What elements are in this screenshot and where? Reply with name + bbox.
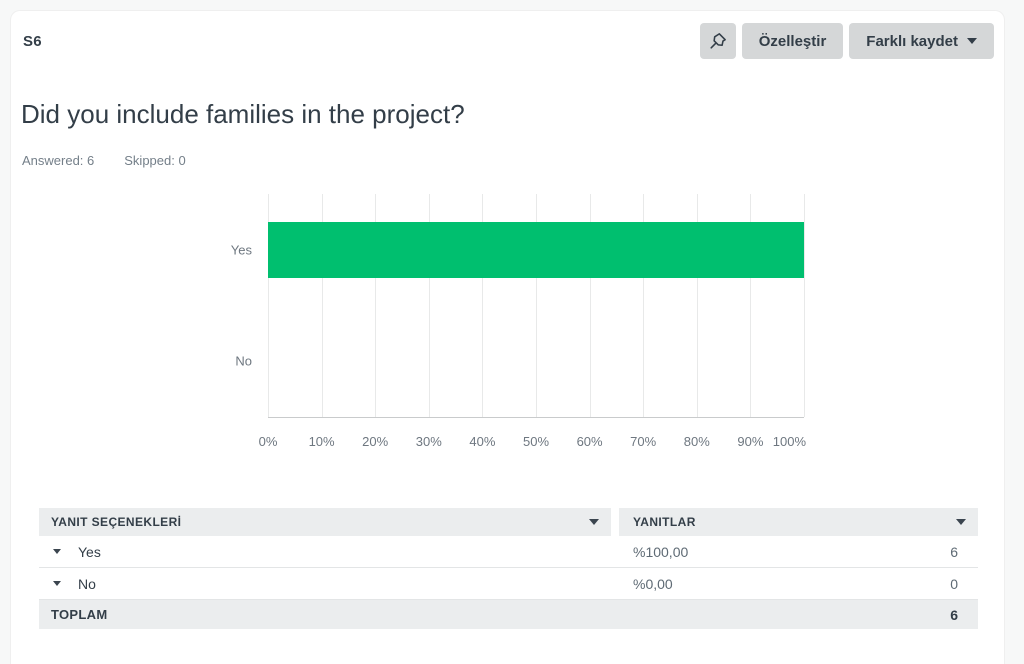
total-label: TOPLAM bbox=[51, 607, 108, 622]
header-answer-choices-label: YANIT SEÇENEKLERİ bbox=[51, 515, 182, 529]
save-as-button-label: Farklı kaydet bbox=[866, 32, 958, 50]
gridline bbox=[643, 194, 645, 417]
bar-yes bbox=[268, 221, 804, 278]
option-count: 6 bbox=[950, 543, 958, 560]
gridline bbox=[536, 194, 537, 417]
x-axis-ticks: 0% 10% 20% 30% 40% 50% 60% 70% 80% 90% 100% bbox=[259, 431, 806, 449]
skipped-count: Skipped: 0 bbox=[124, 153, 186, 168]
x-tick-label: 10% bbox=[308, 434, 335, 449]
option-percent: %100,00 bbox=[633, 543, 689, 560]
option-percent: %0,00 bbox=[633, 575, 673, 592]
row-values-cell: %100,00 6 bbox=[619, 544, 978, 560]
expand-chevron-down-icon[interactable] bbox=[53, 581, 61, 586]
total-value: 6 bbox=[950, 606, 958, 623]
x-tick-label: 60% bbox=[576, 434, 603, 449]
option-label: No bbox=[78, 575, 96, 592]
table-total-row: TOPLAM 6 bbox=[39, 600, 978, 629]
response-meta: Answered: 6 Skipped: 0 bbox=[22, 153, 186, 168]
gridline bbox=[428, 194, 430, 417]
gridline bbox=[804, 194, 805, 417]
category-label-no: No bbox=[235, 353, 252, 369]
row-option-cell: Yes bbox=[39, 544, 619, 560]
x-tick-label: 40% bbox=[469, 434, 496, 449]
sort-chevron-down-icon bbox=[589, 519, 599, 525]
table-header-row: YANIT SEÇENEKLERİ YANITLAR bbox=[39, 508, 978, 536]
bar-chart-plot: Yes No bbox=[231, 194, 805, 418]
save-as-button[interactable]: Farklı kaydet bbox=[849, 23, 994, 59]
customize-button[interactable]: Özelleştir bbox=[741, 23, 844, 59]
pin-button[interactable] bbox=[699, 23, 736, 59]
sort-chevron-down-icon bbox=[956, 519, 966, 525]
gridline bbox=[375, 194, 377, 417]
chevron-down-icon bbox=[967, 38, 977, 44]
question-result-card: S6 Özelleştir Farklı kaydet Did you incl… bbox=[10, 10, 1005, 664]
gridline bbox=[589, 194, 591, 417]
x-tick-label: 20% bbox=[362, 434, 389, 449]
card-header: S6 Özelleştir Farklı kaydet bbox=[23, 23, 994, 59]
x-tick-label: 80% bbox=[683, 434, 710, 449]
customize-button-label: Özelleştir bbox=[758, 32, 827, 50]
push-pin-icon bbox=[710, 33, 726, 49]
gridline bbox=[321, 194, 323, 417]
toolbar: Özelleştir Farklı kaydet bbox=[699, 23, 994, 59]
expand-chevron-down-icon[interactable] bbox=[53, 549, 61, 554]
option-label: Yes bbox=[78, 543, 101, 560]
table-row: No %0,00 0 bbox=[39, 568, 978, 600]
table-row: Yes %100,00 6 bbox=[39, 536, 978, 568]
gridline bbox=[268, 194, 269, 417]
x-tick-label: 100% bbox=[772, 434, 806, 449]
gridline bbox=[482, 194, 484, 417]
x-tick-label: 90% bbox=[737, 434, 764, 449]
x-tick-label: 70% bbox=[630, 434, 657, 449]
row-values-cell: %0,00 0 bbox=[619, 576, 978, 592]
gridline bbox=[696, 194, 698, 417]
x-tick-label: 30% bbox=[415, 434, 442, 449]
x-tick-label: 0% bbox=[258, 434, 278, 449]
results-table: YANIT SEÇENEKLERİ YANITLAR Yes %100,00 6… bbox=[39, 508, 978, 629]
answered-count: Answered: 6 bbox=[22, 153, 95, 168]
question-title: Did you include families in the project? bbox=[21, 99, 465, 129]
gridline bbox=[750, 194, 752, 417]
header-answer-choices[interactable]: YANIT SEÇENEKLERİ bbox=[39, 508, 611, 536]
option-count: 0 bbox=[950, 575, 958, 592]
header-responses-label: YANITLAR bbox=[633, 515, 696, 529]
category-label-yes: Yes bbox=[230, 242, 252, 258]
question-number: S6 bbox=[23, 32, 42, 50]
row-option-cell: No bbox=[39, 576, 619, 592]
header-responses[interactable]: YANITLAR bbox=[619, 508, 978, 536]
x-tick-label: 50% bbox=[522, 434, 550, 449]
